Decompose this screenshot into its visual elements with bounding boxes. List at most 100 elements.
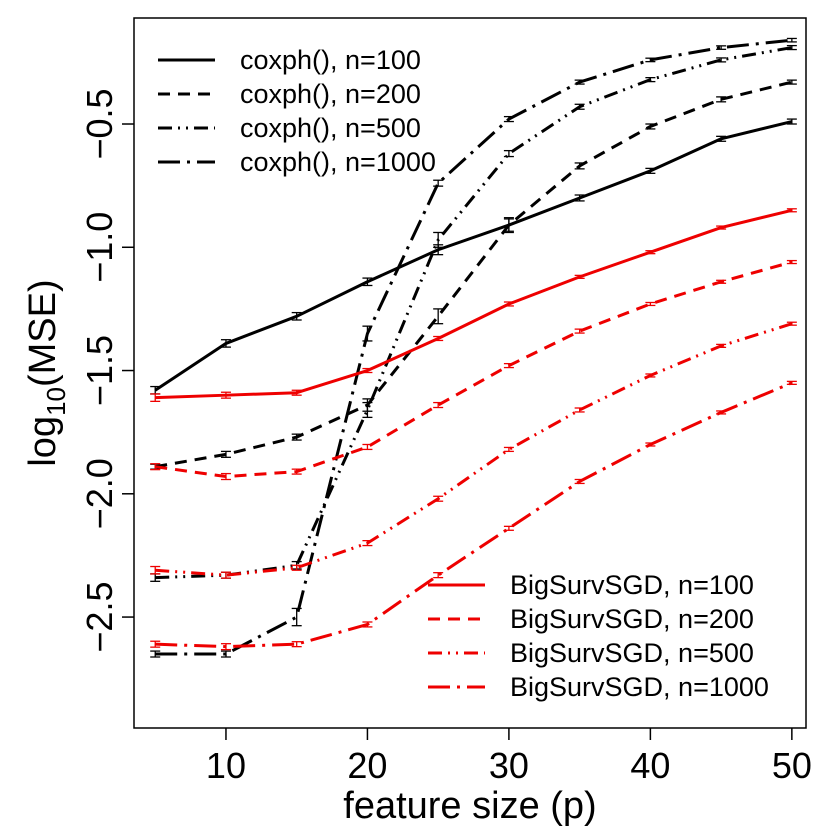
error-bar — [503, 362, 514, 369]
error-bar — [362, 367, 373, 374]
error-bar — [716, 279, 727, 284]
error-bar — [574, 79, 585, 85]
error-bar — [574, 478, 585, 485]
legend-item: coxph(), n=1000 — [158, 147, 436, 177]
error-bar — [362, 539, 373, 547]
error-bar — [645, 373, 656, 378]
error-bar — [291, 468, 302, 475]
error-bar — [716, 57, 727, 63]
error-bar — [362, 621, 373, 628]
error-bar — [150, 393, 161, 403]
error-bar — [220, 450, 231, 458]
y-axis-title: log10(MSE) — [22, 279, 71, 466]
error-bar — [503, 149, 514, 158]
error-bar — [716, 410, 727, 415]
error-bar — [362, 325, 373, 342]
error-bar — [786, 321, 797, 326]
error-bar — [645, 77, 656, 83]
legend-label: BigSurvSGD, n=100 — [510, 570, 754, 600]
error-bar — [433, 401, 444, 409]
legend-label: BigSurvSGD, n=500 — [510, 638, 754, 668]
error-bar — [786, 380, 797, 385]
series-line — [154, 80, 793, 469]
series-line — [155, 260, 793, 479]
error-bar — [786, 208, 797, 213]
error-bar — [291, 641, 302, 648]
error-bar — [786, 37, 797, 43]
error-bar — [645, 167, 656, 174]
y-tick-label: −1.0 — [79, 212, 120, 283]
legend-item: coxph(), n=200 — [158, 79, 421, 109]
legend-item: BigSurvSGD, n=100 — [428, 570, 754, 600]
y-tick-label: −1.5 — [79, 335, 120, 406]
error-bar — [503, 301, 514, 307]
legend-item: BigSurvSGD, n=200 — [428, 604, 754, 634]
error-bar — [220, 643, 231, 651]
error-bar — [574, 407, 585, 413]
x-tick-label: 10 — [206, 745, 246, 786]
error-bar — [433, 179, 444, 187]
legend-label: coxph(), n=1000 — [240, 147, 436, 177]
legend-top-left: coxph(), n=100 coxph(), n=200 coxph(), n=5… — [158, 45, 436, 177]
error-bar — [786, 79, 797, 85]
series-line — [155, 322, 793, 577]
plot-frame — [133, 17, 807, 729]
series-line — [155, 208, 793, 400]
error-bar — [503, 525, 514, 531]
legend-label: coxph(), n=200 — [240, 79, 421, 109]
error-bar — [645, 301, 656, 307]
error-bar — [150, 640, 161, 648]
error-bar — [150, 565, 161, 575]
legend-bottom-right: BigSurvSGD, n=100 BigSurvSGD, n=200 BigSur… — [428, 570, 769, 702]
error-bar — [574, 328, 585, 334]
series-coxph-n-200 — [150, 79, 797, 470]
error-bar — [362, 443, 373, 451]
y-tick-label: −0.5 — [79, 88, 120, 159]
series-bigsurvsgd-n-500 — [150, 321, 797, 579]
error-bar — [433, 495, 444, 502]
error-bar — [291, 607, 302, 627]
series-layer — [150, 37, 797, 658]
error-bar — [433, 335, 444, 342]
error-bar — [786, 44, 797, 51]
error-bar — [362, 401, 373, 419]
y-tick-label: −2.5 — [79, 582, 120, 653]
axes-layer: 10 20 30 40 50 −2.5 −2.0 −1.5 −1.0 −0.5 — [79, 88, 812, 786]
y-axis-title-log: log — [22, 416, 64, 467]
error-bar — [645, 250, 656, 255]
x-axis-title: feature size (p) — [343, 785, 596, 827]
error-bar — [220, 650, 231, 658]
legend-layer: coxph(), n=100 coxph(), n=200 coxph(), n=5… — [158, 45, 769, 702]
error-bar — [645, 57, 656, 63]
y-axis-title-mse: (MSE) — [22, 279, 64, 387]
legend-item: BigSurvSGD, n=500 — [428, 638, 754, 668]
error-bar — [716, 343, 727, 349]
error-bar — [291, 311, 302, 321]
error-bar — [503, 115, 514, 123]
legend-label: BigSurvSGD, n=200 — [510, 604, 754, 634]
error-bar — [716, 96, 727, 103]
error-bar — [503, 217, 514, 234]
error-bar — [433, 572, 444, 579]
error-bar — [220, 391, 231, 399]
error-bar — [574, 274, 585, 279]
error-bar — [786, 259, 797, 265]
series-bigsurvsgd-n-1000 — [150, 380, 797, 651]
error-bar — [503, 446, 514, 453]
error-bar — [645, 442, 656, 447]
error-bar — [716, 225, 727, 230]
x-tick-label: 20 — [347, 745, 387, 786]
x-tick-label: 40 — [630, 745, 670, 786]
error-bar — [291, 389, 302, 396]
x-tick-label: 30 — [489, 745, 529, 786]
error-bar — [150, 463, 161, 471]
series-line — [154, 120, 793, 392]
legend-item: coxph(), n=500 — [158, 113, 421, 143]
legend-label: coxph(), n=500 — [240, 113, 421, 143]
error-bar — [574, 194, 585, 202]
error-bar — [220, 472, 231, 481]
series-bigsurvsgd-n-200 — [150, 259, 797, 481]
x-tick-label: 50 — [772, 745, 812, 786]
y-tick-label: −2.0 — [79, 458, 120, 529]
